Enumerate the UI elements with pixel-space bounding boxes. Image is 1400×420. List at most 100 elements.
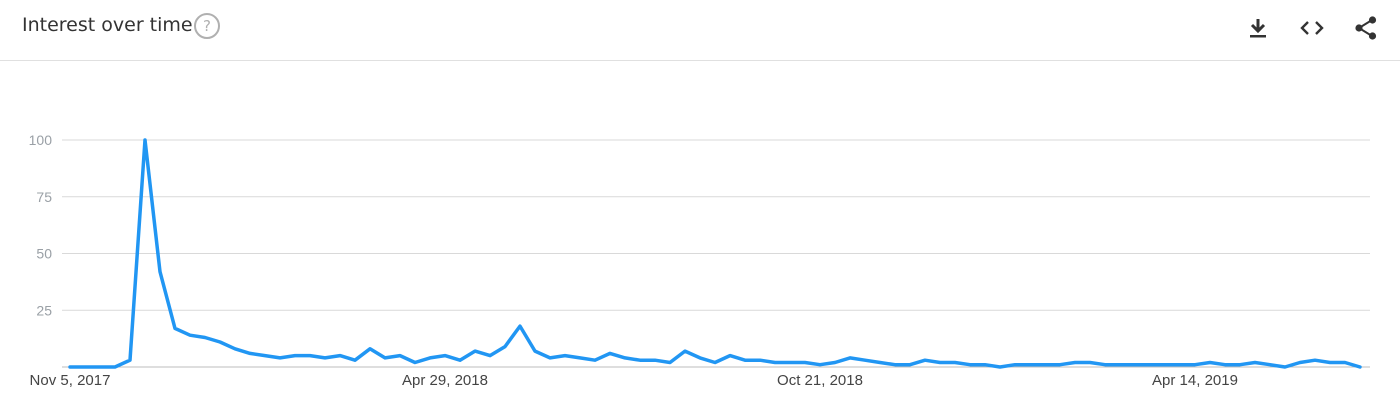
data-point[interactable] (1117, 362, 1123, 368)
data-point[interactable] (1327, 359, 1333, 365)
data-point[interactable] (967, 362, 973, 368)
data-point[interactable] (562, 353, 568, 359)
data-point[interactable] (157, 269, 163, 275)
data-point[interactable] (532, 348, 538, 354)
data-point[interactable] (997, 364, 1003, 370)
data-point[interactable] (97, 364, 103, 370)
data-point[interactable] (1087, 359, 1093, 365)
data-point[interactable] (772, 359, 778, 365)
data-point[interactable] (1222, 362, 1228, 368)
x-tick-label: Apr 29, 2018 (402, 372, 488, 389)
data-point[interactable] (277, 355, 283, 361)
data-point[interactable] (1177, 362, 1183, 368)
data-point[interactable] (247, 350, 253, 356)
data-point[interactable] (427, 355, 433, 361)
data-point[interactable] (217, 339, 223, 345)
data-point[interactable] (322, 355, 328, 361)
share-icon[interactable] (1351, 13, 1381, 43)
data-point[interactable] (622, 355, 628, 361)
data-point[interactable] (1267, 362, 1273, 368)
data-point[interactable] (1342, 359, 1348, 365)
data-point[interactable] (262, 353, 268, 359)
data-point[interactable] (142, 137, 148, 143)
data-point[interactable] (727, 353, 733, 359)
x-tick-label: Nov 5, 2017 (30, 372, 111, 389)
data-point[interactable] (847, 355, 853, 361)
data-point[interactable] (1282, 364, 1288, 370)
data-point[interactable] (307, 353, 313, 359)
data-point[interactable] (202, 334, 208, 340)
data-point[interactable] (877, 359, 883, 365)
data-point[interactable] (1297, 359, 1303, 365)
data-point[interactable] (1072, 359, 1078, 365)
data-point[interactable] (757, 357, 763, 363)
data-point[interactable] (127, 357, 133, 363)
data-point[interactable] (1027, 362, 1033, 368)
data-point[interactable] (517, 323, 523, 329)
data-point[interactable] (382, 355, 388, 361)
data-point[interactable] (1042, 362, 1048, 368)
data-point[interactable] (892, 362, 898, 368)
data-point[interactable] (367, 346, 373, 352)
y-tick-label: 25 (36, 302, 52, 318)
data-point[interactable] (1102, 362, 1108, 368)
data-point[interactable] (982, 362, 988, 368)
data-point[interactable] (1132, 362, 1138, 368)
data-point[interactable] (457, 357, 463, 363)
data-point[interactable] (832, 359, 838, 365)
data-point[interactable] (1207, 359, 1213, 365)
data-point[interactable] (667, 359, 673, 365)
y-tick-label: 75 (36, 189, 52, 205)
data-point[interactable] (502, 344, 508, 350)
data-point[interactable] (292, 353, 298, 359)
data-point[interactable] (922, 357, 928, 363)
data-point[interactable] (67, 364, 73, 370)
data-point[interactable] (607, 350, 613, 356)
help-icon[interactable]: ? (194, 13, 220, 39)
y-axis-ticks: 100 75 50 25 (29, 132, 53, 318)
data-point[interactable] (187, 332, 193, 338)
data-point[interactable] (112, 364, 118, 370)
data-point[interactable] (907, 362, 913, 368)
data-point[interactable] (682, 348, 688, 354)
data-point[interactable] (1147, 362, 1153, 368)
data-point[interactable] (802, 359, 808, 365)
interest-line-chart: 100755025 Nov 5, 2017 Apr 29, 2018 Oct 21,… (0, 60, 1400, 420)
data-point[interactable] (1312, 357, 1318, 363)
data-point[interactable] (1162, 362, 1168, 368)
data-point[interactable] (637, 357, 643, 363)
chart-header: Interest over time ? (0, 0, 1400, 61)
data-point[interactable] (712, 359, 718, 365)
data-point[interactable] (697, 355, 703, 361)
data-point[interactable] (487, 353, 493, 359)
data-point[interactable] (442, 353, 448, 359)
data-point[interactable] (592, 357, 598, 363)
data-point[interactable] (1252, 359, 1258, 365)
data-point[interactable] (952, 359, 958, 365)
y-tick-label: 50 (36, 246, 52, 262)
data-point[interactable] (787, 359, 793, 365)
data-point[interactable] (1057, 362, 1063, 368)
data-point[interactable] (577, 355, 583, 361)
data-point[interactable] (547, 355, 553, 361)
data-point[interactable] (82, 364, 88, 370)
download-icon[interactable] (1243, 13, 1273, 43)
data-point[interactable] (397, 353, 403, 359)
data-point[interactable] (937, 359, 943, 365)
data-point[interactable] (1357, 364, 1363, 370)
data-point[interactable] (862, 357, 868, 363)
data-point[interactable] (1237, 362, 1243, 368)
data-point[interactable] (412, 359, 418, 365)
data-point[interactable] (742, 357, 748, 363)
data-point[interactable] (172, 325, 178, 331)
data-point[interactable] (1192, 362, 1198, 368)
data-point[interactable] (337, 353, 343, 359)
data-point[interactable] (232, 346, 238, 352)
data-point[interactable] (817, 362, 823, 368)
embed-icon[interactable] (1297, 13, 1327, 43)
data-point[interactable] (472, 348, 478, 354)
data-point[interactable] (1012, 362, 1018, 368)
x-tick-label: Oct 21, 2018 (777, 372, 863, 389)
data-point[interactable] (652, 357, 658, 363)
data-point[interactable] (352, 357, 358, 363)
